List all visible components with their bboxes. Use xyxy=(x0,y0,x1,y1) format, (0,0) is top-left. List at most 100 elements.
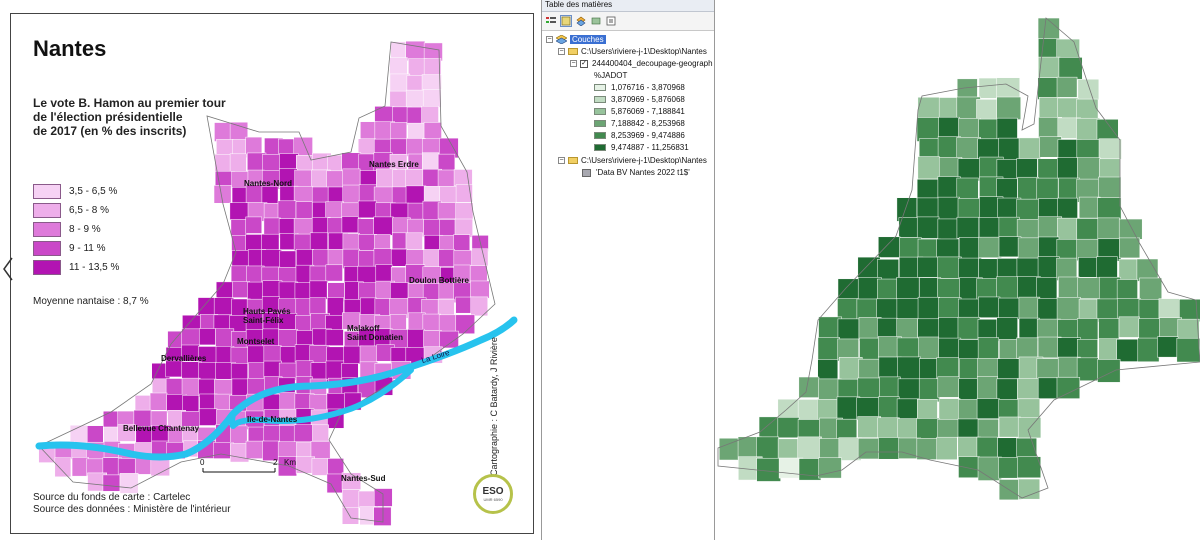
left-map-panel: Nantes Le vote B. Hamon au premier tour … xyxy=(10,13,534,534)
voting-precinct-cell xyxy=(293,137,313,156)
list-by-selection-icon[interactable] xyxy=(590,15,602,27)
district-line: Hauts Pavés xyxy=(243,307,291,316)
voting-precinct-cell xyxy=(797,399,820,423)
list-by-drawing-order-icon[interactable] xyxy=(545,15,557,27)
map-title: Nantes xyxy=(33,36,107,61)
voting-precinct-cell xyxy=(896,277,920,300)
legend-swatch xyxy=(33,240,61,256)
toc-layer-1[interactable]: − ✓ 244400404_decoupage-geograph xyxy=(570,58,713,69)
voting-precinct-cell xyxy=(71,457,89,477)
voting-precinct-cell xyxy=(996,276,1021,299)
list-by-visibility-icon[interactable] xyxy=(575,15,587,27)
voting-precinct-cell xyxy=(1057,217,1080,242)
voting-precinct-cell xyxy=(1037,77,1059,100)
layer-2-name[interactable]: 'Data BV Nantes 2022 t1$' xyxy=(596,168,690,177)
district-label-nantes-nord: Nantes-Nord xyxy=(244,179,293,188)
city-boundary xyxy=(38,41,496,523)
collapse-icon[interactable]: − xyxy=(558,157,565,164)
district-label-malakoff: Malakoff Saint Donatien xyxy=(347,324,403,342)
voting-precinct-cell xyxy=(309,232,328,251)
voting-precinct-cell xyxy=(1036,177,1059,202)
voting-precinct-cell xyxy=(976,436,998,460)
voting-precinct-cell xyxy=(423,122,442,141)
voting-precinct-cell xyxy=(455,314,475,334)
voting-precinct-cell xyxy=(1038,198,1060,219)
voting-precinct-cell xyxy=(181,377,201,397)
voting-precinct-cell xyxy=(857,438,882,460)
voting-precinct-cell xyxy=(1056,76,1078,98)
voting-precinct-cell xyxy=(245,136,263,156)
voting-precinct-cell xyxy=(938,317,961,341)
voting-precinct-cell xyxy=(916,438,940,460)
folder-icon xyxy=(568,157,578,164)
class-row: 7,188842 - 8,253968 xyxy=(594,118,685,129)
toc-group-1[interactable]: − C:\Users\riviere-j-1\Desktop\Nantes xyxy=(558,46,707,57)
voting-precinct-cell xyxy=(359,345,379,363)
voting-precinct-cell xyxy=(837,298,859,320)
voting-precinct-cell xyxy=(1036,277,1058,301)
legend-label: 11 - 13,5 % xyxy=(69,261,120,273)
toc-root-couches[interactable]: − Couches xyxy=(546,34,606,45)
toc-title: Table des matières xyxy=(542,0,714,12)
group-1-path[interactable]: C:\Users\riviere-j-1\Desktop\Nantes xyxy=(581,47,707,56)
voting-precinct-cell xyxy=(245,234,263,252)
group-2-path[interactable]: C:\Users\riviere-j-1\Desktop\Nantes xyxy=(581,156,707,165)
voting-precinct-cell xyxy=(1158,298,1180,321)
list-by-source-icon[interactable] xyxy=(560,15,572,27)
voting-precinct-cell xyxy=(277,200,297,220)
voting-precinct-cell xyxy=(357,200,378,219)
subtitle-line-2: de l'élection présidentielle xyxy=(33,110,183,124)
voting-precinct-cell xyxy=(374,106,395,124)
collapse-icon[interactable]: − xyxy=(558,48,565,55)
voting-precinct-cell xyxy=(1098,176,1122,200)
voting-precinct-cell xyxy=(756,457,781,482)
layer-1-name[interactable]: 244400404_decoupage-geograph xyxy=(592,59,713,68)
class-label: 7,188842 - 8,253968 xyxy=(611,119,685,128)
voting-precinct-cell xyxy=(996,96,1021,120)
voting-precinct-cell xyxy=(263,425,283,442)
voting-precinct-cell xyxy=(718,437,740,461)
collapse-icon[interactable]: − xyxy=(546,36,553,43)
class-swatch xyxy=(594,132,606,139)
voting-precinct-cell xyxy=(837,338,859,360)
voting-precinct-cell xyxy=(357,218,377,237)
voting-precinct-cell xyxy=(817,359,839,382)
scale-start: 0 xyxy=(200,458,205,467)
voting-precinct-cell xyxy=(245,440,266,459)
voting-precinct-cell xyxy=(327,297,344,316)
loire-river xyxy=(35,316,518,461)
voting-precinct-cell xyxy=(1056,297,1081,320)
voting-precinct-cell xyxy=(1137,337,1160,362)
voting-precinct-cell xyxy=(182,395,200,412)
voting-precinct-cell xyxy=(977,456,1002,481)
voting-precinct-cell xyxy=(229,121,249,142)
layer-visibility-checkbox[interactable]: ✓ xyxy=(580,59,588,68)
toc-tree: − Couches − C:\Users\riviere-j-1\Desktop… xyxy=(542,31,714,177)
legend-swatch xyxy=(33,259,61,275)
voting-precinct-cell xyxy=(937,256,962,279)
voting-precinct-cell xyxy=(1017,378,1042,399)
toc-layer-2[interactable]: 'Data BV Nantes 2022 t1$' xyxy=(582,167,690,178)
district-label-montselet: Montselet xyxy=(237,337,275,346)
voting-precinct-cell xyxy=(777,398,801,420)
voting-precinct-cell xyxy=(937,196,960,220)
voting-precinct-cell xyxy=(375,264,393,284)
voting-precinct-cell xyxy=(956,177,979,201)
voting-precinct-cell xyxy=(1078,257,1100,278)
voting-precinct-cell xyxy=(1098,318,1120,340)
voting-precinct-cell xyxy=(1119,237,1141,259)
voting-precinct-cell xyxy=(437,169,457,187)
collapse-icon[interactable]: − xyxy=(570,60,577,67)
voting-precinct-cell xyxy=(357,265,378,285)
voting-precinct-cell xyxy=(373,248,393,267)
voting-precinct-cell xyxy=(1018,317,1040,340)
voting-precinct-cell xyxy=(342,233,360,252)
options-icon[interactable] xyxy=(605,15,617,27)
couches-label[interactable]: Couches xyxy=(570,35,606,44)
voting-precinct-cell xyxy=(54,457,72,478)
chevron-left-icon[interactable] xyxy=(2,256,14,282)
voting-precinct-cell xyxy=(325,201,344,219)
toc-group-2[interactable]: − C:\Users\riviere-j-1\Desktop\Nantes xyxy=(558,155,707,166)
voting-precinct-cell xyxy=(998,216,1020,238)
district-line: Malakoff xyxy=(347,324,380,333)
